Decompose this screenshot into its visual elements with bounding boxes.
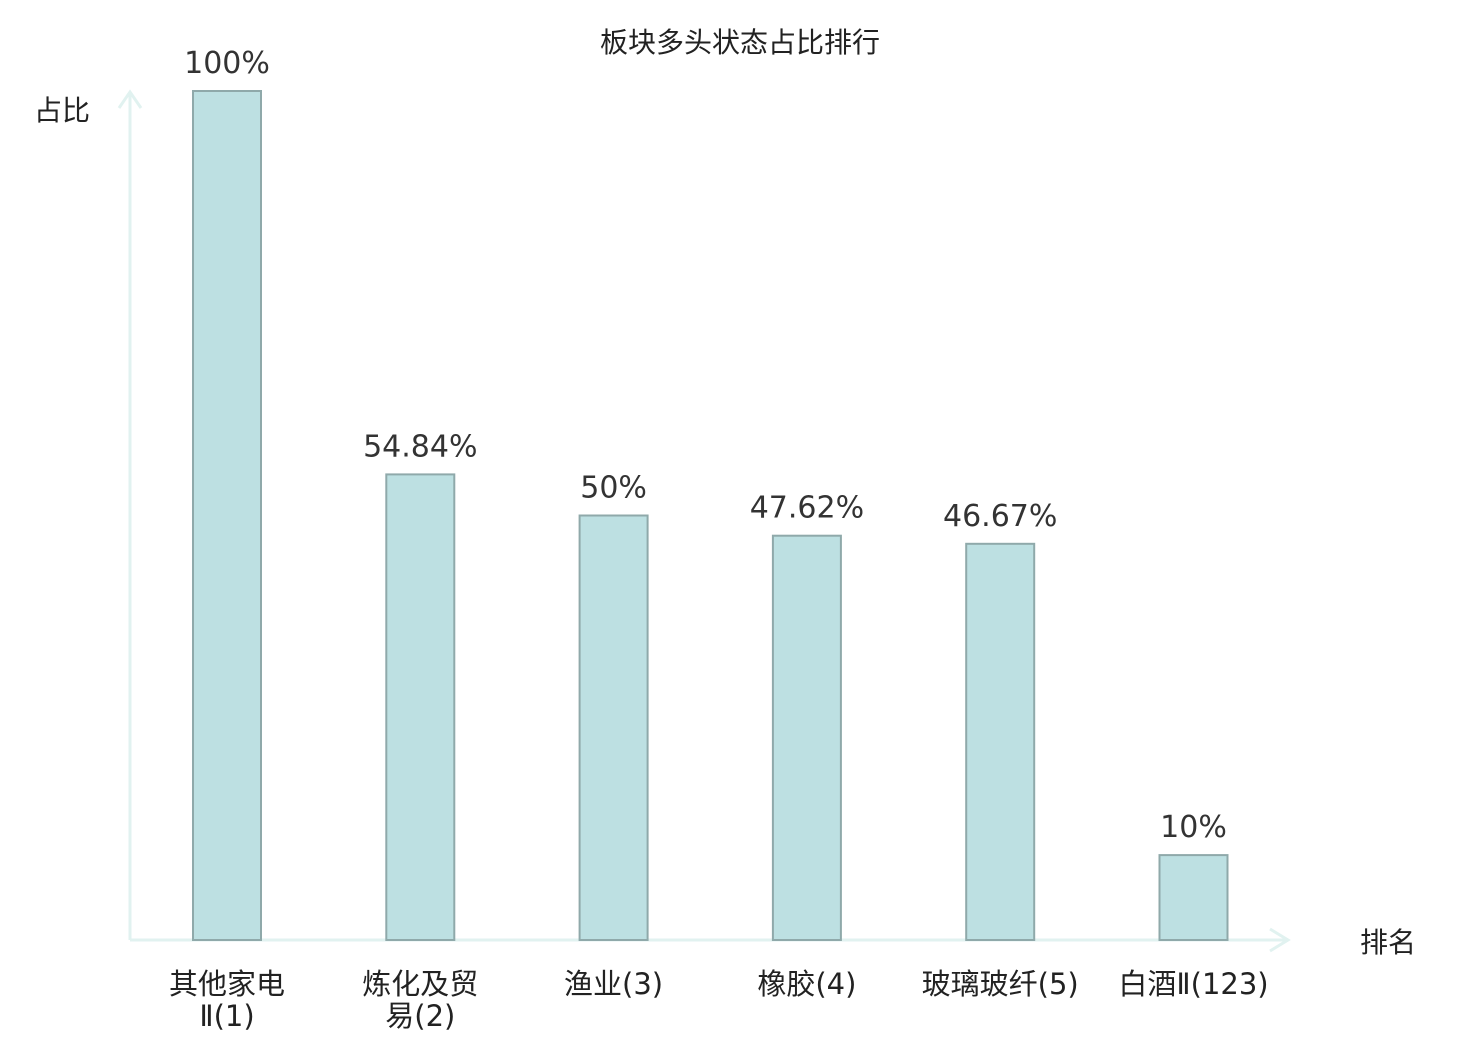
category-label-1-line-2: Ⅱ(1) xyxy=(199,999,254,1033)
data-label-3: 50% xyxy=(580,471,647,506)
category-label-1-line-1: 其他家电 xyxy=(169,967,285,1001)
bar-6 xyxy=(1158,854,1229,941)
category-label-6-line-1: 白酒Ⅱ(123) xyxy=(1118,967,1268,1001)
data-label-2: 54.84% xyxy=(363,429,477,464)
data-labels-group: 100% 54.84% 50% 47.62% 46.67% 10% xyxy=(184,46,1227,845)
category-label-3-line-1: 渔业(3) xyxy=(564,967,663,1001)
bar-4 xyxy=(771,534,842,941)
y-axis-label: 占比 xyxy=(34,94,90,127)
bars-group xyxy=(192,90,1229,941)
data-label-6: 10% xyxy=(1160,810,1227,845)
y-axis-arrow xyxy=(117,89,143,109)
data-label-4: 47.62% xyxy=(750,491,864,526)
bar-3 xyxy=(578,514,649,941)
category-label-2-line-1: 炼化及贸 xyxy=(362,967,478,1001)
data-label-5: 46.67% xyxy=(943,499,1057,534)
bar-5 xyxy=(965,542,1036,941)
bar-1 xyxy=(192,90,262,941)
x-axis-arrow xyxy=(1269,927,1291,953)
chart-title: 板块多头状态占比排行 xyxy=(600,26,880,59)
category-label-5-line-1: 玻璃玻纤(5) xyxy=(922,967,1079,1001)
category-label-2-line-2: 易(2) xyxy=(385,999,455,1033)
data-label-1: 100% xyxy=(184,46,270,81)
x-axis-label: 排名 xyxy=(1360,926,1416,959)
bar-2 xyxy=(385,473,456,941)
category-label-4-line-1: 橡胶(4) xyxy=(757,967,856,1001)
